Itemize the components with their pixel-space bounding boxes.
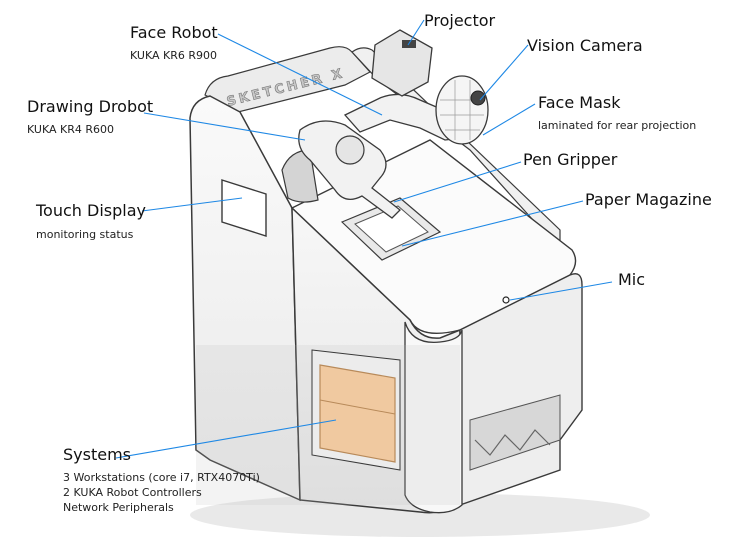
touch-display-screen (221, 179, 267, 237)
leader-projector (407, 19, 425, 46)
touch-display-title: Touch Display (36, 201, 146, 220)
drawing-drobot-title: Drawing Drobot (27, 97, 154, 116)
face-robot-model: KUKA KR6 R900 (130, 49, 218, 62)
label-touch-display: Touch Display monitoring status (36, 201, 146, 242)
label-vision-camera: Vision Camera (527, 36, 643, 55)
systems-line-network: Network Peripherals (63, 501, 174, 514)
face-robot-title: Face Robot (130, 23, 218, 42)
label-pen-gripper: Pen Gripper (523, 150, 617, 169)
face-mask-title: Face Mask (538, 93, 621, 112)
vision-camera-title: Vision Camera (527, 36, 643, 55)
mic-hole (502, 296, 510, 304)
lattice-lines (474, 429, 551, 456)
label-systems: Systems 3 Workstations (core i7, RTX4070… (63, 445, 260, 515)
leader-systems (115, 419, 337, 459)
front-pillar (404, 321, 463, 514)
face-mask-shape (435, 75, 489, 145)
workstation-box (319, 364, 396, 463)
face-mask-note: laminated for rear projection (538, 119, 697, 132)
systems-title: Systems (63, 445, 131, 464)
touch-display-note: monitoring status (36, 228, 134, 241)
leader-vision-camera (479, 44, 529, 101)
workstation-divider (319, 399, 396, 415)
leader-touch-display (141, 197, 243, 212)
pen-gripper-title: Pen Gripper (523, 150, 618, 169)
leader-mic (509, 281, 613, 301)
label-paper-magazine: Paper Magazine (585, 190, 712, 209)
label-face-mask: Face Mask laminated for rear projection (538, 93, 696, 133)
mic-title: Mic (618, 270, 646, 289)
drawing-robot-arm (298, 120, 401, 219)
paper-magazine-title: Paper Magazine (585, 190, 712, 209)
leader-drawing-drobot (143, 112, 306, 141)
leader-pen-gripper (393, 161, 522, 203)
drawing-robot-joint (335, 135, 365, 165)
label-face-robot: Face Robot KUKA KR6 R900 (130, 23, 218, 63)
systems-line-workstations: 3 Workstations (core i7, RTX4070Ti) (63, 471, 260, 484)
projector-title: Projector (424, 11, 496, 30)
drawing-robot-base (281, 149, 319, 203)
vision-camera-body (470, 90, 486, 106)
label-mic: Mic (618, 270, 645, 289)
left-side-panel (189, 95, 301, 502)
drawing-drobot-model: KUKA KR4 R600 (27, 123, 115, 136)
leader-face-mask (482, 103, 536, 136)
systems-line-controllers: 2 KUKA Robot Controllers (63, 486, 202, 499)
face-mask-mesh (440, 80, 484, 140)
leader-face-robot (217, 33, 383, 116)
projector-unit (371, 29, 433, 97)
ground-shadow (190, 493, 650, 537)
label-projector: Projector (424, 11, 495, 30)
leader-paper-magazine (401, 200, 584, 247)
label-drawing-drobot: Drawing Drobot KUKA KR4 R600 (27, 97, 153, 137)
